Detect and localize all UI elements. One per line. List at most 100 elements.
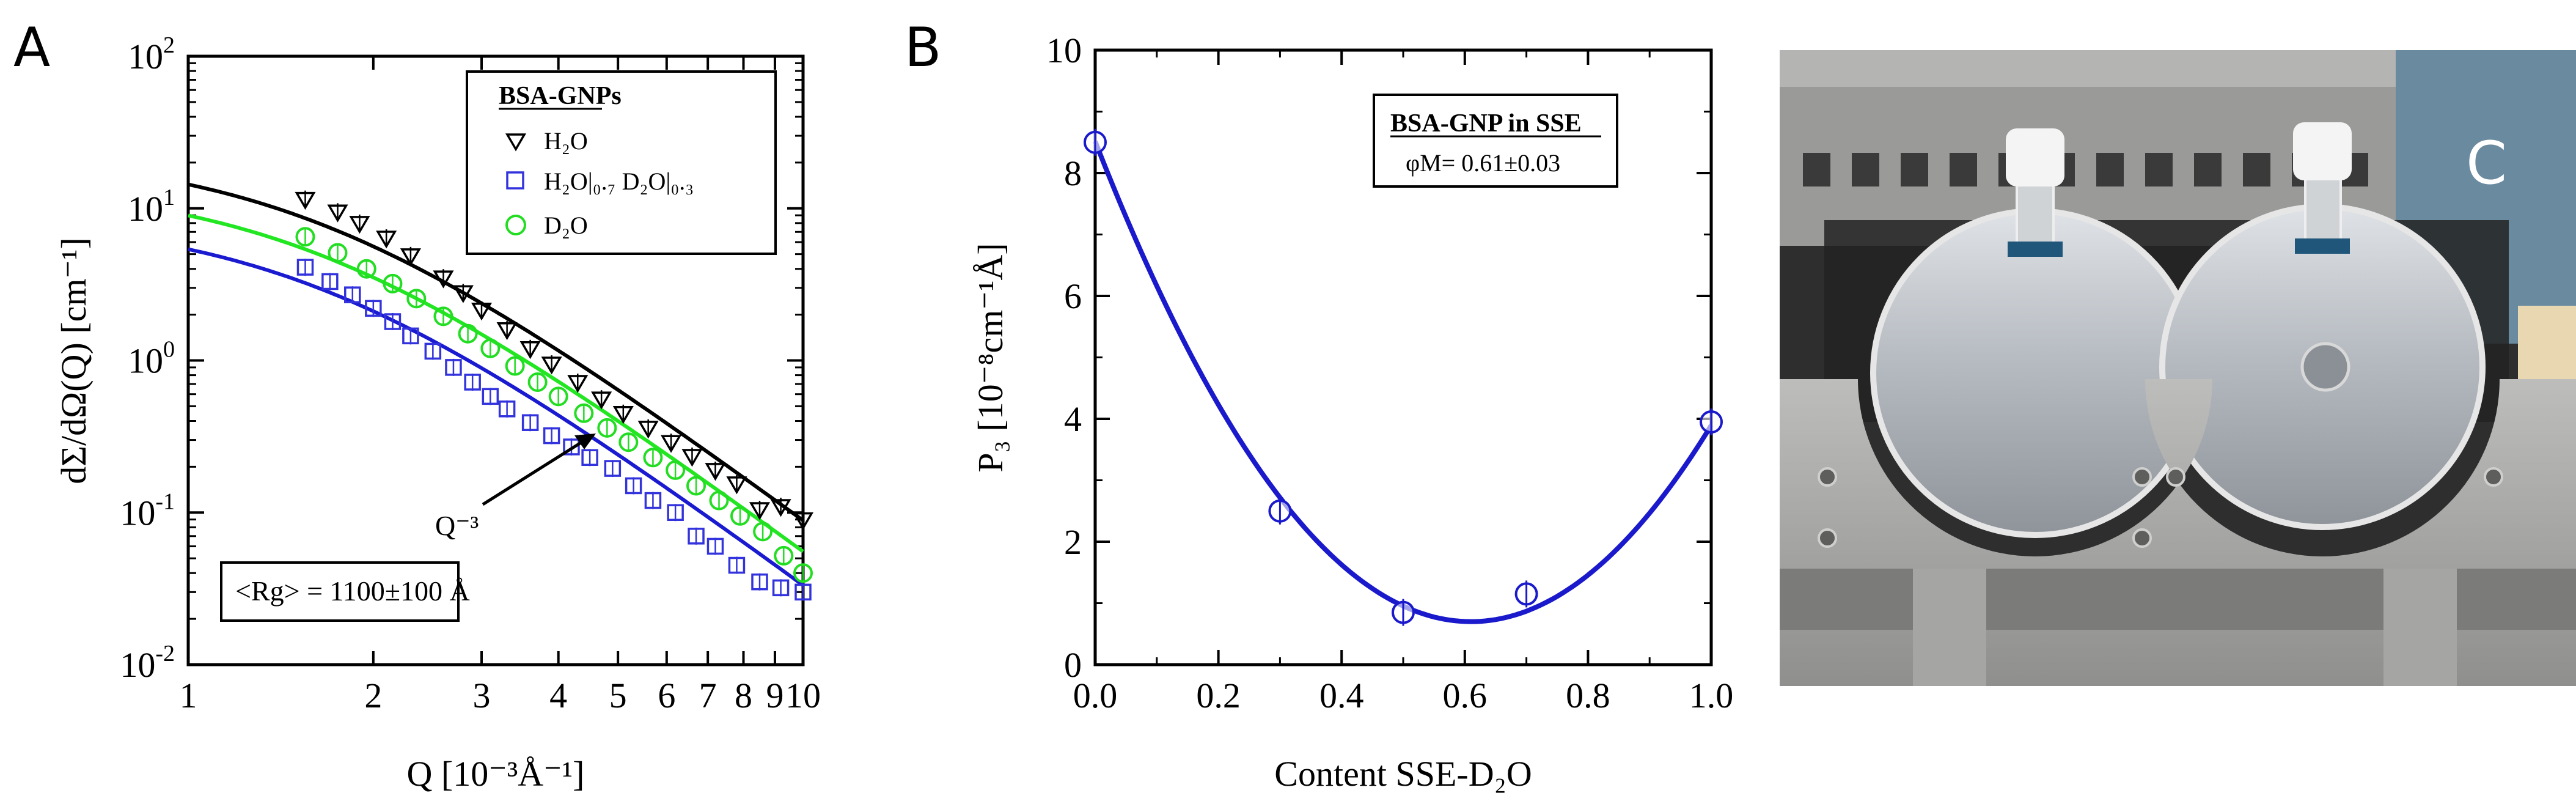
data-point-d2o: [383, 273, 403, 293]
data-point-mix: [794, 583, 812, 601]
panel-a-xlabel: Q [10⁻³Å⁻¹]: [407, 754, 585, 794]
y-tick-label: 102: [128, 32, 175, 76]
data-point-h2o: [376, 231, 397, 249]
x-tick-label: 8: [735, 676, 752, 715]
panel-b-xlabel: Content SSE-D₂O: [1274, 754, 1532, 794]
x-tick-label: 2: [364, 676, 382, 715]
slope-annotation: Q⁻³: [435, 510, 479, 541]
data-point-h2o: [681, 449, 703, 467]
data-point-mix: [424, 342, 442, 360]
data-point-mix: [321, 273, 339, 290]
data-point-d2o: [793, 563, 813, 583]
data-point-mix: [521, 414, 539, 431]
panel-a-legend: BSA-GNPs H₂O H₂O|₀.₇ D₂O|₀.₃ D₂O: [466, 70, 777, 255]
x-tick-label: 0.2: [1196, 676, 1241, 715]
data-point-h2o: [749, 502, 771, 520]
data-point-mix: [402, 327, 419, 345]
data-point-d2o: [730, 506, 750, 526]
photo-holder-leg-right: [2383, 569, 2457, 686]
panel-b-legend: BSA-GNP in SSE φM= 0.61±0.03: [1373, 94, 1618, 188]
data-point-d2o: [774, 545, 794, 566]
data-point-mix: [728, 556, 746, 574]
photo-cuvette-left: [1870, 128, 2200, 538]
panel-a-legend-title: BSA-GNPs: [499, 82, 622, 110]
photo-holder-screws: [1818, 467, 2503, 548]
data-point-d2o: [328, 243, 348, 263]
panel-b-ticks: 0.0 0.2 0.4 0.6 0.8 1.0 0 2 4 6 8 10: [1046, 31, 1733, 715]
legend-label-mix: H₂O|₀.₇ D₂O|₀.₃: [544, 168, 694, 195]
data-point-d2o: [618, 432, 639, 452]
data-point-mix: [688, 528, 705, 545]
data-point-mix: [384, 313, 402, 330]
data-point-mix: [751, 573, 768, 591]
data-point-mix: [604, 460, 622, 477]
data-point-mix: [344, 286, 361, 303]
legend-marker-triangle: [505, 133, 527, 152]
data-point-h2o: [660, 435, 682, 453]
panel-a-legend-box: [466, 70, 777, 255]
y-tick-label: 0: [1064, 645, 1082, 685]
data-point-mix: [464, 374, 481, 391]
data-point-h2o: [637, 421, 659, 439]
data-point-mix: [498, 400, 516, 418]
x-tick-label: 0.8: [1566, 676, 1610, 715]
legend-marker-square: [506, 171, 524, 190]
panel-b-chart: 0.0 0.2 0.4 0.6 0.8 1.0 0 2 4 6 8 10 P₃ [10⁻⁸cm⁻¹Å]…: [971, 31, 1733, 794]
data-point-d2o: [356, 259, 376, 279]
data-point-h2o: [452, 285, 474, 303]
data-point-mix: [625, 477, 642, 495]
y-tick-label: 4: [1064, 399, 1082, 439]
x-tick-label: 9: [766, 676, 783, 715]
data-point-mix: [365, 300, 382, 317]
y-tick-label: 10-1: [120, 489, 175, 533]
x-tick-label: 6: [658, 676, 675, 715]
x-tick-label: 10: [785, 676, 821, 715]
photo-cardboard: [2518, 306, 2576, 379]
data-point-d2o: [753, 522, 773, 542]
x-tick-label: 1: [180, 676, 197, 715]
data-point-mix: [543, 427, 560, 445]
data-point-d2o: [458, 323, 478, 344]
panel-b-legend-title: BSA-GNP in SSE: [1390, 109, 1582, 138]
data-point-h2o: [295, 191, 316, 210]
data-point-mix: [563, 438, 580, 456]
x-tick-label: 3: [472, 676, 490, 715]
panel-letter-a: A: [13, 16, 50, 79]
data-point-d2o: [643, 448, 663, 468]
data-point-h2o: [591, 391, 612, 410]
panel-c-photo: C: [1780, 50, 2576, 686]
y-tick-label: 6: [1064, 276, 1082, 316]
panel-b-data-points: [1084, 128, 1723, 626]
x-tick-label: 4: [549, 676, 567, 715]
fit-curve-1: [188, 247, 804, 587]
data-point-mix: [581, 449, 598, 467]
x-tick-label: 0.6: [1443, 676, 1488, 715]
data-point-d2o: [433, 306, 453, 327]
data-point-h2o: [327, 204, 348, 223]
data-point-mix: [296, 259, 314, 276]
data-point-h2o: [471, 303, 493, 321]
slope-arrow-line: [482, 437, 588, 506]
y-tick-label: 100: [128, 337, 175, 381]
panel-a-ticks: 1 2 3 4 5 6 7 8 9 10 10-2 10-1 100 101 102: [120, 32, 821, 715]
data-point-h2o: [349, 216, 370, 234]
panel-a-ylabel-text: dΣ/dΩ(Q) [cm⁻¹]: [54, 237, 94, 484]
rg-annotation: <Rg> = 1100±100 Å: [235, 575, 470, 607]
x-tick-label: 7: [699, 676, 717, 715]
photo-cuvette-right: [2159, 122, 2486, 530]
y-tick-label: 2: [1064, 522, 1082, 562]
slope-arrow-head: [574, 434, 596, 449]
x-tick-label: 0.4: [1319, 676, 1364, 715]
data-point-d2o: [548, 386, 568, 407]
data-point-d2o: [666, 460, 686, 480]
data-point-d2o: [295, 227, 315, 247]
panel-a-chart: 1 2 3 4 5 6 7 8 9 10 10-2 10-1 100 101 102 dΣ/dΩ(Q) [c…: [54, 32, 821, 794]
data-point-mix: [772, 579, 790, 597]
data-point-d2o: [527, 372, 548, 392]
y-tick-label: 10: [1046, 31, 1082, 70]
data-point-h2o: [612, 406, 634, 424]
data-point-h2o: [792, 512, 814, 531]
panel-letter-c: C: [2466, 129, 2507, 197]
legend-marker-circle: [505, 215, 526, 235]
